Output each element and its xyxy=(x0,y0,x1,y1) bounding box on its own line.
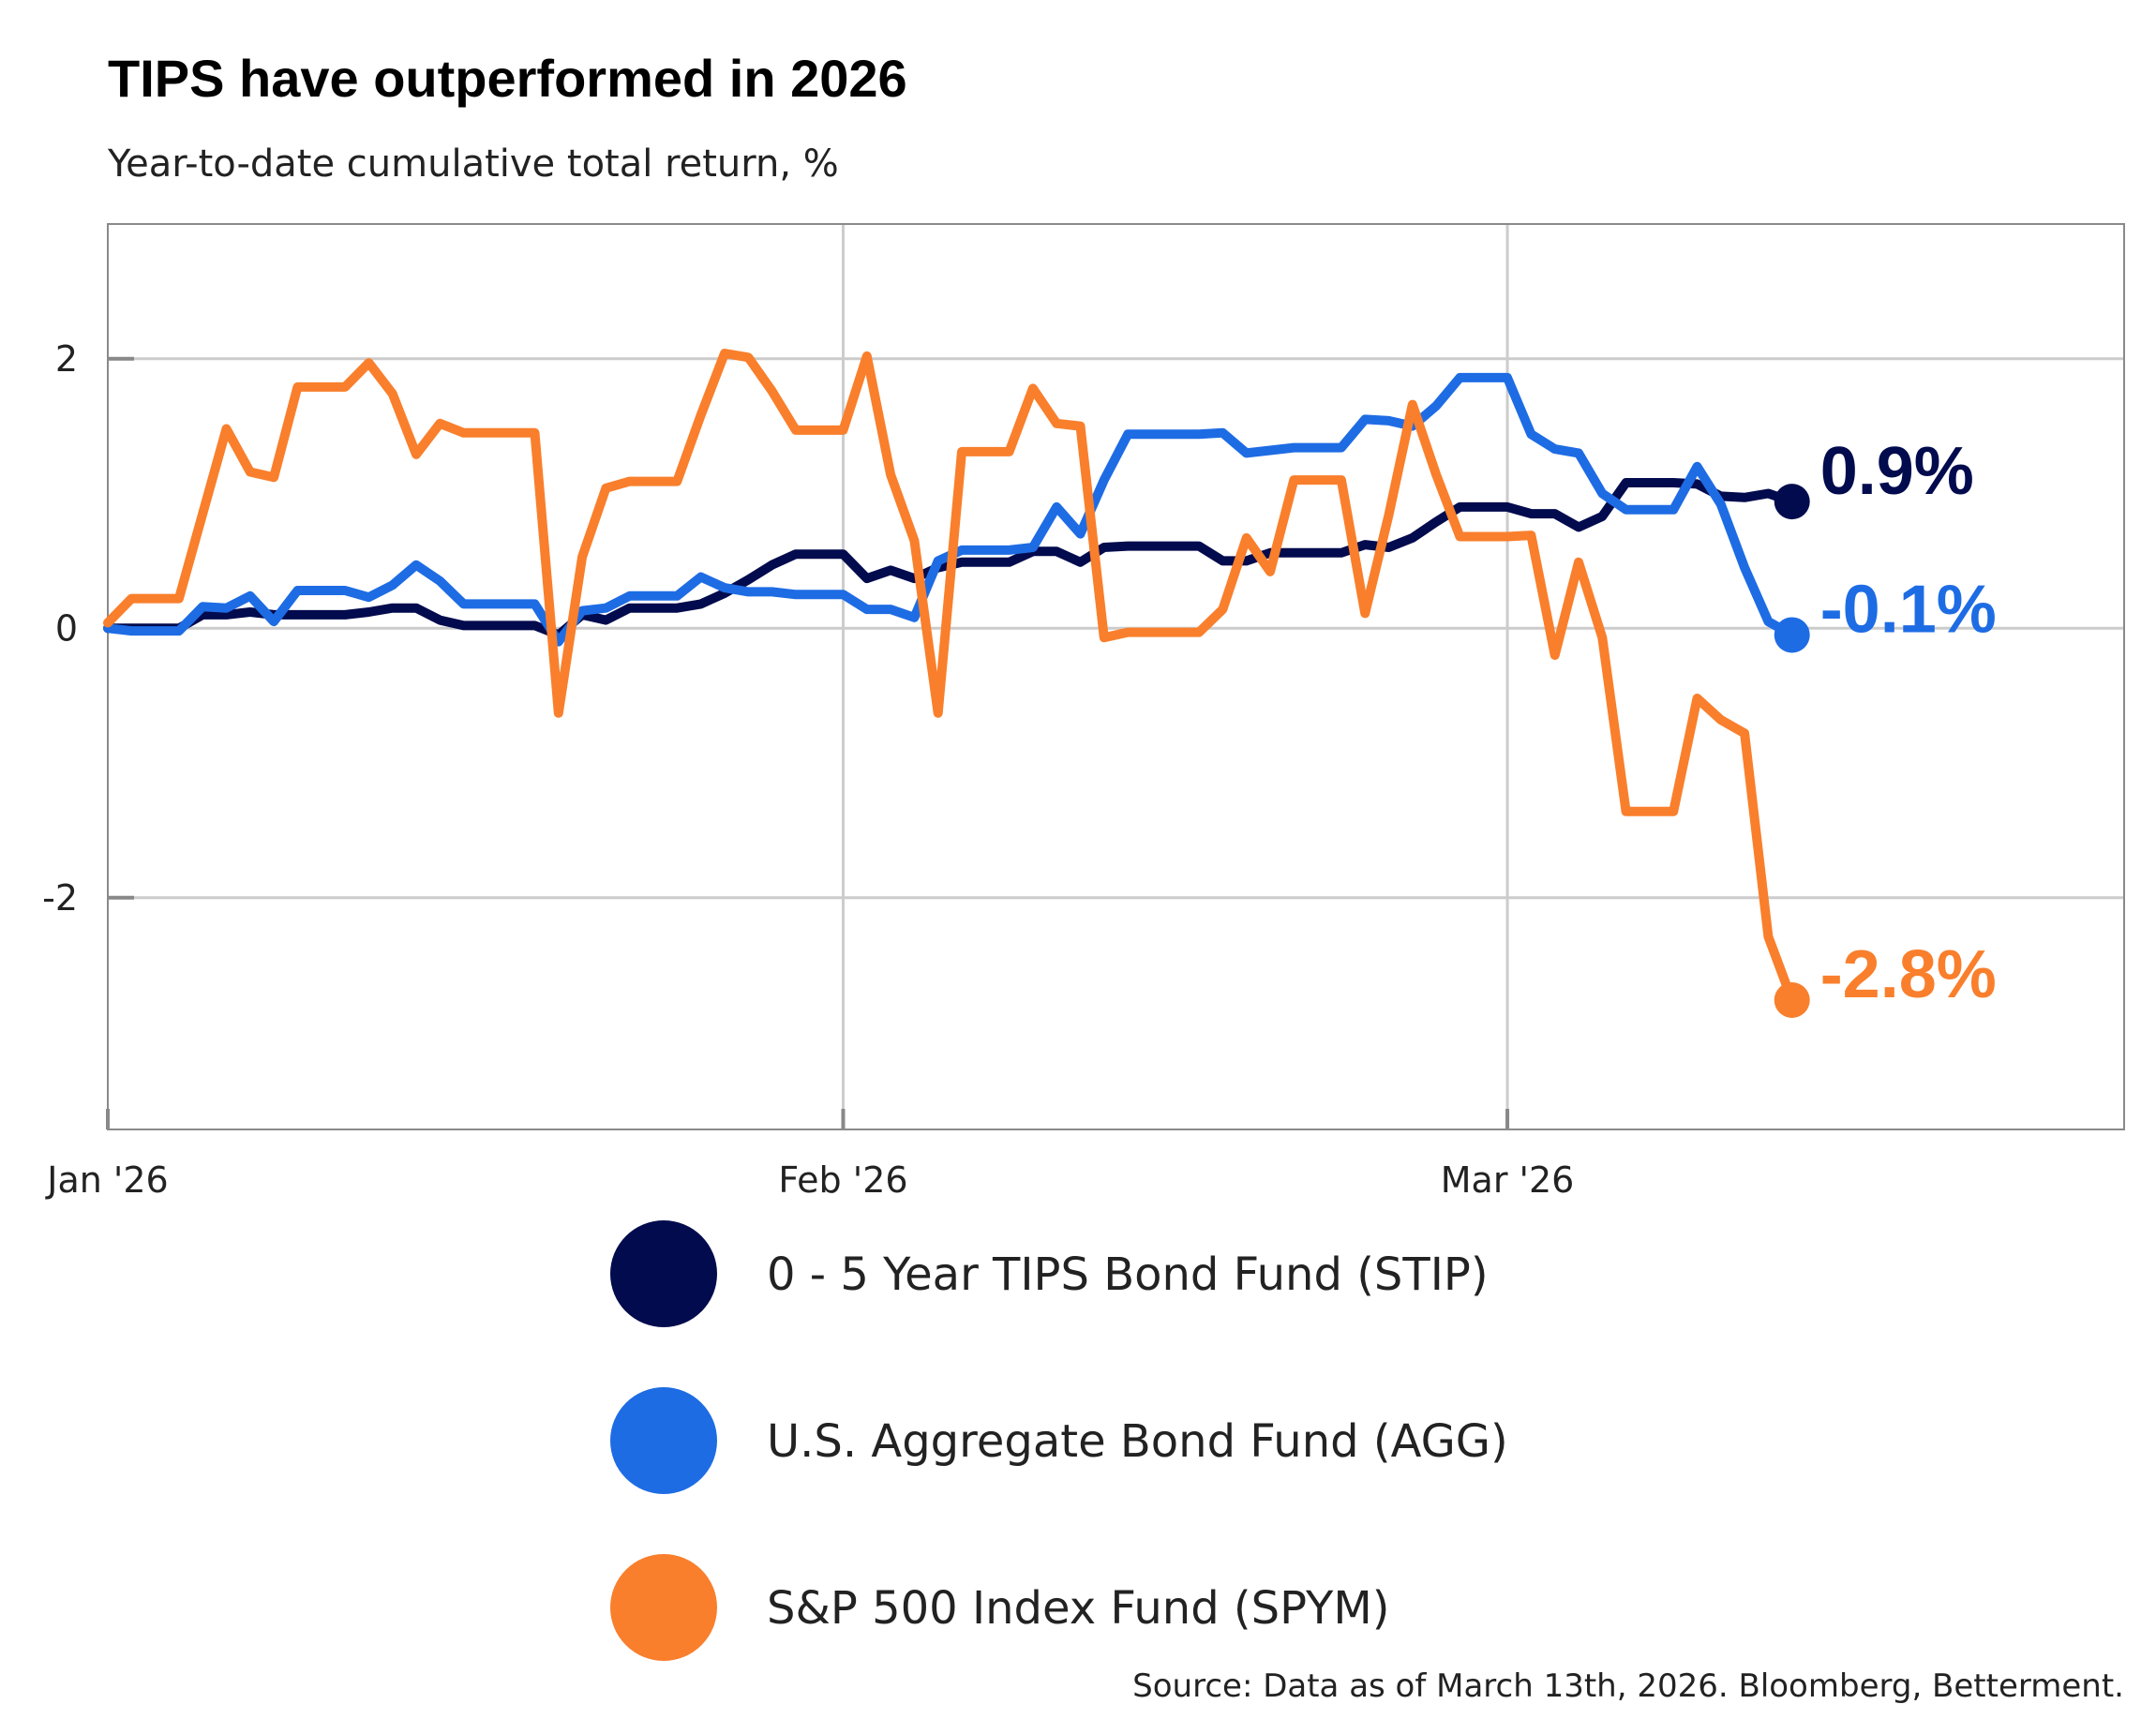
chart-subtitle: Year-to-date cumulative total return, % xyxy=(107,142,839,186)
x-tick-label: Mar '26 xyxy=(1441,1159,1575,1201)
series-line xyxy=(103,478,1797,640)
series-lines xyxy=(103,349,1810,1018)
chart-title: TIPS have outperformed in 2026 xyxy=(108,49,907,108)
legend-label: S&P 500 Index Fund (SPYM) xyxy=(767,1582,1389,1635)
end-point-marker xyxy=(1774,484,1810,520)
legend-item-stip[interactable]: 0 - 5 Year TIPS Bond Fund (STIP) xyxy=(610,1220,1489,1327)
y-tick-label: 2 xyxy=(55,338,78,380)
legend-label: U.S. Aggregate Bond Fund (AGG) xyxy=(767,1415,1508,1468)
x-tick-label: Feb '26 xyxy=(778,1159,907,1201)
legend-item-agg[interactable]: U.S. Aggregate Bond Fund (AGG) xyxy=(610,1387,1508,1494)
end-point-marker xyxy=(1774,982,1810,1018)
gridlines xyxy=(106,224,2124,1129)
legend-label: 0 - 5 Year TIPS Bond Fund (STIP) xyxy=(767,1248,1489,1301)
y-tick-label: 0 xyxy=(55,607,78,649)
end-label-agg: -0.1% xyxy=(1820,572,1997,647)
legend-swatch xyxy=(610,1220,717,1327)
legend-item-spym[interactable]: S&P 500 Index Fund (SPYM) xyxy=(610,1554,1389,1661)
source-note: Source: Data as of March 13th, 2026. Blo… xyxy=(1132,1667,2124,1705)
axes: 2 0 -2 Jan '26 Feb '26 Mar '26 xyxy=(42,338,1574,1201)
plot-border xyxy=(107,223,2125,1130)
legend: 0 - 5 Year TIPS Bond Fund (STIP) U.S. Ag… xyxy=(610,1220,1508,1661)
end-labels: 0.9% -0.1% -2.8% xyxy=(1820,434,1997,1012)
legend-swatch xyxy=(610,1387,717,1494)
x-tick-label: Jan '26 xyxy=(45,1159,168,1201)
series-line xyxy=(103,349,1797,1005)
end-label-stip: 0.9% xyxy=(1820,434,1974,509)
end-label-spym: -2.8% xyxy=(1820,937,1997,1012)
y-tick-label: -2 xyxy=(42,877,78,919)
end-point-marker xyxy=(1774,617,1810,653)
legend-swatch xyxy=(610,1554,717,1661)
